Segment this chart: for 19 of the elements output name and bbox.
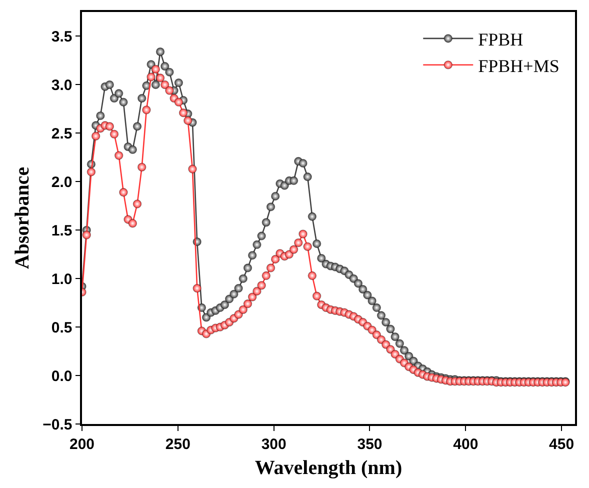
x-tick-label: 400 — [453, 436, 478, 453]
y-tick-label: −0.5 — [42, 416, 72, 434]
y-tick-label: 2.5 — [51, 125, 72, 142]
legend-label: FPBH+MS — [478, 56, 560, 76]
x-tick-label: 350 — [357, 436, 382, 453]
y-tick-label: 1.0 — [51, 270, 72, 288]
y-axis-title: Absorbance — [12, 166, 34, 270]
x-tick-label: 200 — [69, 436, 95, 453]
legend-label: FPBH — [478, 29, 524, 50]
y-tick-label: 1.5 — [51, 222, 72, 240]
y-tick-label: 3.5 — [51, 28, 72, 46]
y-tick-label: 2.0 — [51, 174, 72, 191]
y-tick-label: 0.5 — [51, 319, 72, 336]
y-tick-label: 0.0 — [51, 368, 72, 385]
x-tick-label: 450 — [549, 436, 574, 453]
x-tick-label: 250 — [165, 436, 190, 453]
y-tick-label: 3.0 — [51, 76, 72, 94]
x-tick-label: 300 — [261, 436, 286, 453]
x-axis-title: Wavelength (nm) — [254, 456, 402, 479]
